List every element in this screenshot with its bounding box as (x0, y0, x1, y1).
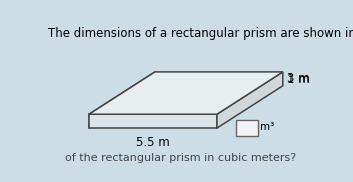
Bar (236, 120, 258, 136)
Polygon shape (217, 72, 283, 128)
Text: 1 m: 1 m (287, 73, 310, 86)
Polygon shape (89, 72, 283, 114)
Polygon shape (89, 114, 217, 128)
Polygon shape (89, 72, 155, 128)
Text: of the rectangular prism in cubic meters?: of the rectangular prism in cubic meters… (65, 153, 296, 163)
Text: The dimensions of a rectangular prism are shown in meters.: The dimensions of a rectangular prism ar… (48, 27, 353, 40)
Text: 5.5 m: 5.5 m (136, 136, 170, 149)
Text: m³: m³ (261, 122, 275, 132)
Text: 3 m: 3 m (287, 72, 309, 85)
